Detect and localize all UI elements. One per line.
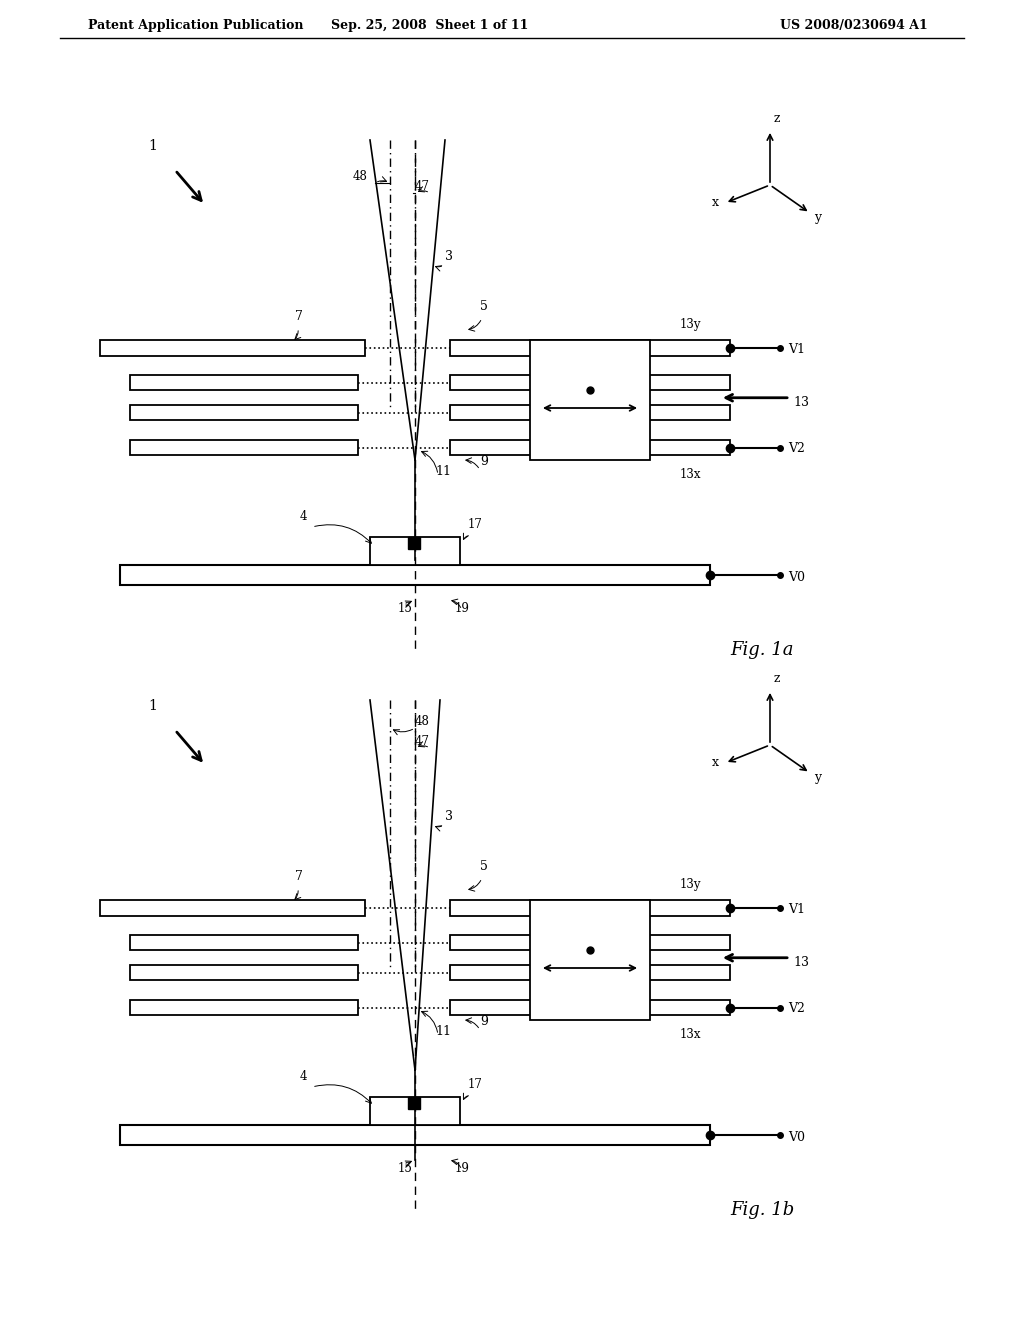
Text: Fig. 1b: Fig. 1b — [730, 1201, 795, 1218]
Bar — [450, 405, 730, 420]
Text: y: y — [814, 210, 821, 223]
Text: 5: 5 — [480, 861, 487, 873]
Text: V2: V2 — [788, 442, 805, 455]
Text: 4: 4 — [300, 510, 307, 523]
Text: 47: 47 — [415, 735, 430, 748]
Text: 4: 4 — [300, 1071, 307, 1082]
Text: 3: 3 — [445, 249, 453, 263]
Text: 19: 19 — [455, 602, 470, 615]
Text: 7: 7 — [295, 310, 303, 323]
Text: V1: V1 — [788, 343, 805, 356]
Bar — [130, 405, 358, 420]
Text: 3: 3 — [445, 810, 453, 822]
Bar — [370, 1097, 460, 1125]
Text: 1: 1 — [148, 139, 157, 153]
Bar — [130, 1001, 358, 1015]
Text: 9: 9 — [480, 1015, 487, 1028]
Text: 1: 1 — [148, 700, 157, 713]
Bar — [130, 440, 358, 455]
Text: 13x: 13x — [680, 467, 701, 480]
Text: 19: 19 — [455, 1162, 470, 1175]
Bar — [450, 1001, 730, 1015]
Bar — [530, 900, 650, 1020]
Bar — [370, 537, 460, 565]
Bar — [100, 341, 365, 356]
Text: 11: 11 — [435, 465, 451, 478]
Text: 17: 17 — [468, 1078, 483, 1092]
Text: 11: 11 — [435, 1026, 451, 1038]
Text: V2: V2 — [788, 1002, 805, 1015]
Text: 15: 15 — [398, 1162, 413, 1175]
Bar — [130, 375, 358, 389]
Text: 48: 48 — [353, 170, 368, 183]
Bar — [450, 900, 730, 916]
Text: 13x: 13x — [680, 1027, 701, 1040]
Text: Patent Application Publication: Patent Application Publication — [88, 18, 303, 32]
Bar — [450, 375, 730, 389]
Bar — [120, 565, 710, 585]
Text: 5: 5 — [480, 300, 487, 313]
Bar — [408, 1097, 420, 1109]
Text: 47: 47 — [415, 180, 430, 193]
Text: Sep. 25, 2008  Sheet 1 of 11: Sep. 25, 2008 Sheet 1 of 11 — [332, 18, 528, 32]
Text: 7: 7 — [295, 870, 303, 883]
Text: V0: V0 — [788, 572, 805, 583]
Text: V1: V1 — [788, 903, 805, 916]
Text: 17: 17 — [468, 517, 483, 531]
Text: 13y: 13y — [680, 878, 701, 891]
Text: V0: V0 — [788, 1131, 805, 1144]
Text: 13y: 13y — [680, 318, 701, 331]
Bar — [130, 965, 358, 979]
Bar — [120, 1125, 710, 1144]
Bar — [408, 537, 420, 549]
Text: y: y — [814, 771, 821, 784]
Text: 15: 15 — [398, 602, 413, 615]
Text: 13: 13 — [793, 956, 809, 969]
Bar — [100, 900, 365, 916]
Text: z: z — [774, 672, 780, 685]
Text: x: x — [712, 197, 719, 210]
Bar — [450, 935, 730, 950]
Bar — [450, 965, 730, 979]
Bar — [130, 935, 358, 950]
Text: 9: 9 — [480, 455, 487, 469]
Text: US 2008/0230694 A1: US 2008/0230694 A1 — [780, 18, 928, 32]
Bar — [530, 341, 650, 459]
Text: x: x — [712, 756, 719, 770]
Text: 13: 13 — [793, 396, 809, 409]
Bar — [450, 341, 730, 356]
Text: Fig. 1a: Fig. 1a — [730, 642, 794, 659]
Text: 48: 48 — [415, 715, 430, 729]
Text: z: z — [774, 112, 780, 125]
Bar — [450, 440, 730, 455]
